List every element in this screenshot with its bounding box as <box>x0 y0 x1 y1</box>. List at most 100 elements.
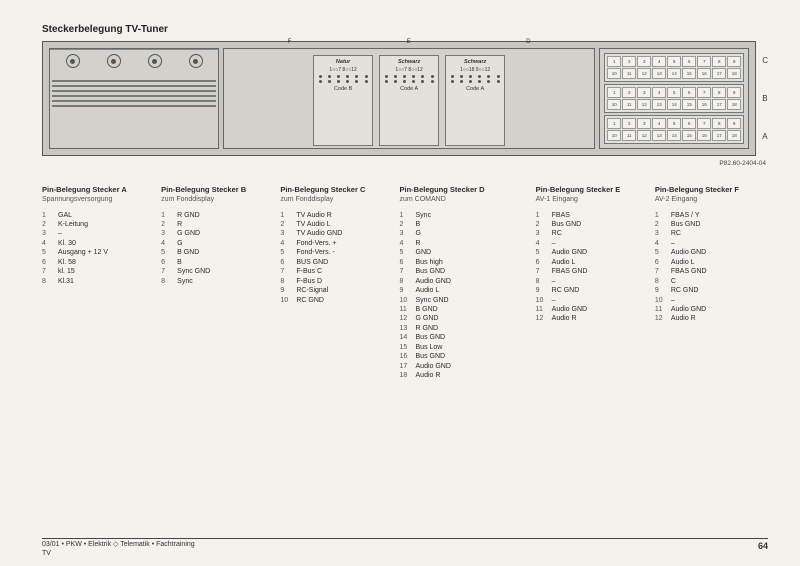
column-subhead: Spannungsversorgung <box>42 195 155 204</box>
pin-row: 8Audio GND <box>400 277 530 286</box>
pin-row: 6B <box>161 258 274 267</box>
pin-row: 10– <box>655 296 768 305</box>
pin-row: 7F-Bus C <box>280 267 393 276</box>
pinout-column: Pin-Belegung Stecker FAV-2 Eingang1FBAS … <box>655 185 768 324</box>
pin-row: 17Audio GND <box>400 362 530 371</box>
pin-row: 6Kl. 58 <box>42 258 155 267</box>
page-title: Steckerbelegung TV-Tuner <box>42 24 768 35</box>
pin-row: 16Bus GND <box>400 352 530 361</box>
pin-row: 5GND <box>400 248 530 257</box>
pin-row: 7Sync GND <box>161 267 274 276</box>
column-subhead: AV-1 Eingang <box>536 195 649 204</box>
pin-row: 11Audio GND <box>536 305 649 314</box>
pin-row: 5Audio GND <box>536 248 649 257</box>
pin-row: 2K-Leitung <box>42 220 155 229</box>
diagram-top-label: D <box>526 39 530 45</box>
pinout-column: Pin-Belegung Stecker Dzum COMAND 1Sync2B3… <box>400 185 530 380</box>
column-subhead: AV-2 Eingang <box>655 195 768 204</box>
pin-row: 1FBAS <box>536 211 649 220</box>
pin-header-a: 123456789101112131415161718 <box>604 115 744 144</box>
pin-row: 5B GND <box>161 248 274 257</box>
pin-row: 10RC GND <box>280 296 393 305</box>
pin-row: 11B GND <box>400 305 530 314</box>
pinout-column: Pin-Belegung Stecker ASpannungsversorgun… <box>42 185 155 286</box>
pin-row: 15Bus Low <box>400 343 530 352</box>
pin-row: 14Bus GND <box>400 333 530 342</box>
pin-row: 2B <box>400 220 530 229</box>
diagram-top-label: F <box>288 39 292 45</box>
pin-row: 2R <box>161 220 274 229</box>
column-head: Pin-Belegung Stecker E <box>536 185 649 195</box>
pin-row: 11Audio GND <box>655 305 768 314</box>
pin-row: 3RC <box>655 229 768 238</box>
diagram-row-label: A <box>762 132 768 141</box>
pin-row: 2Bus GND <box>536 220 649 229</box>
antenna-jack-icon <box>148 54 162 68</box>
pin-row: 8C <box>655 277 768 286</box>
pin-row: 7Bus GND <box>400 267 530 276</box>
column-head: Pin-Belegung Stecker B <box>161 185 274 195</box>
pin-row: 12G GND <box>400 314 530 323</box>
column-head: Pin-Belegung Stecker C <box>280 185 393 195</box>
column-head: Pin-Belegung Stecker A <box>42 185 155 195</box>
antenna-jack-icon <box>107 54 121 68</box>
column-subhead: zum Fonddisplay <box>161 195 274 204</box>
page-footer: 03/01 • PKW • Elektrik ◇ Telematik • Fac… <box>42 538 768 558</box>
pin-row: 7kl. 15 <box>42 267 155 276</box>
pin-row: 8– <box>536 277 649 286</box>
pin-row: 4R <box>400 239 530 248</box>
pin-row: 3– <box>42 229 155 238</box>
diagram-top-label: E <box>407 39 411 45</box>
pin-row: 3RC <box>536 229 649 238</box>
pinout-column: Pin-Belegung Stecker EAV-1 Eingang 1FBAS2… <box>536 185 649 324</box>
pin-row: 10Sync GND <box>400 296 530 305</box>
connector-block: Schwarz1○○18 9○○12Code A <box>445 55 505 146</box>
pin-row: 9RC-Signal <box>280 286 393 295</box>
antenna-jack-icon <box>66 54 80 68</box>
pin-row: 9RC GND <box>655 286 768 295</box>
connector-block: Schwarz1○○7 8○○12Code A <box>379 55 439 146</box>
pin-row: 4Kl. 30 <box>42 239 155 248</box>
pin-header-c: 123456789101112131415161718 <box>604 53 744 82</box>
pin-row: 1R GND <box>161 211 274 220</box>
pin-row: 18Audio R <box>400 371 530 380</box>
footer-line1: 03/01 • PKW • Elektrik ◇ Telematik • Fac… <box>42 541 195 549</box>
pin-row: 5Fond-Vers. - <box>280 248 393 257</box>
connector-diagram: F E D Natur1○○7 8○○12Code BSchwarz1○○7 8… <box>42 41 768 156</box>
pin-row: 5Ausgang + 12 V <box>42 248 155 257</box>
diagram-panel-mid: F E D Natur1○○7 8○○12Code BSchwarz1○○7 8… <box>223 48 595 149</box>
diagram-panel-right: 123456789101112131415161718 123456789101… <box>599 48 749 149</box>
pin-row: 3TV Audio GND <box>280 229 393 238</box>
pin-row: 1Sync <box>400 211 530 220</box>
pin-row: 6Bus high <box>400 258 530 267</box>
pin-row: 6Audio L <box>655 258 768 267</box>
pin-row: 4– <box>655 239 768 248</box>
pin-row: 12Audio R <box>655 314 768 323</box>
pin-header-b: 123456789101112131415161718 <box>604 84 744 113</box>
column-subhead: zum COMAND <box>400 195 530 204</box>
pin-row: 4Fond-Vers. + <box>280 239 393 248</box>
pin-row: 7FBAS GND <box>655 267 768 276</box>
part-number: P82.60-2404-04 <box>42 160 766 167</box>
pin-row: 3G GND <box>161 229 274 238</box>
diagram-panel-antenna <box>49 48 219 149</box>
pin-row: 8F-Bus D <box>280 277 393 286</box>
pinout-column: Pin-Belegung Stecker Czum Fonddisplay1TV… <box>280 185 393 305</box>
column-subhead: zum Fonddisplay <box>280 195 393 204</box>
pin-row: 3G <box>400 229 530 238</box>
pin-row: 2Bus GND <box>655 220 768 229</box>
column-head: Pin-Belegung Stecker D <box>400 185 530 195</box>
pin-row: 6BUS GND <box>280 258 393 267</box>
pin-row: 8Sync <box>161 277 274 286</box>
pin-row: 7FBAS GND <box>536 267 649 276</box>
diagram-row-label: C <box>762 56 768 65</box>
pin-row: 6Audio L <box>536 258 649 267</box>
pin-row: 2TV Audio L <box>280 220 393 229</box>
pin-row: 12Audio R <box>536 314 649 323</box>
pin-row: 9RC GND <box>536 286 649 295</box>
pinout-column: Pin-Belegung Stecker Bzum Fonddisplay 1R … <box>161 185 274 286</box>
diagram-row-label: B <box>762 94 768 103</box>
pin-row: 4G <box>161 239 274 248</box>
page-number: 64 <box>758 541 768 558</box>
pin-row: 4– <box>536 239 649 248</box>
